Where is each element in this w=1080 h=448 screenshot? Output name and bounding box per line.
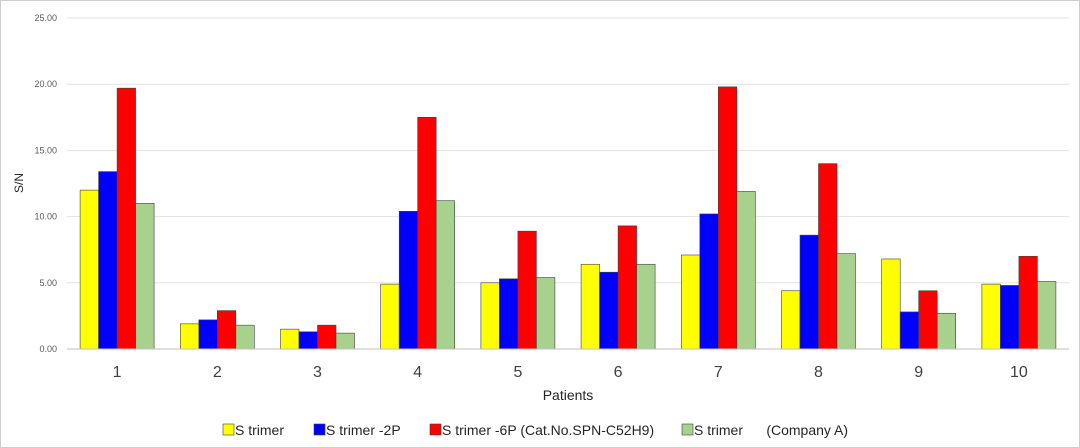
y-tick-label: 15.00 <box>34 145 57 155</box>
bar-4-4 <box>435 200 456 350</box>
x-axis-ticks: 1 2 3 4 5 6 7 8 9 10 <box>113 364 1028 381</box>
bar-1-9 <box>881 258 901 350</box>
bar-2-9 <box>899 311 920 350</box>
y-axis-ticks: 0.00 5.00 10.00 15.00 20.00 25.00 <box>34 13 57 354</box>
legend-swatch-2 <box>313 423 326 436</box>
gridlines <box>67 17 1069 284</box>
legend: S trimer S trimer -2P S trimer -6P (Cat.No… <box>222 422 848 438</box>
bar-2-1 <box>98 171 118 350</box>
x-tick-label: 6 <box>614 364 623 381</box>
x-tick-label: 4 <box>413 364 422 381</box>
bar-3-4 <box>417 117 437 350</box>
y-tick-label: 20.00 <box>34 79 57 89</box>
bar-1-7 <box>680 254 701 350</box>
x-axis-title: Patients <box>543 387 594 403</box>
y-axis-title: S/N <box>12 173 26 193</box>
bar-1-4 <box>380 283 400 350</box>
legend-label-2: S trimer -2P <box>326 422 401 438</box>
bar-2-4 <box>398 211 419 350</box>
bar-4-9 <box>936 312 957 350</box>
bar-1-10 <box>981 283 1001 350</box>
bar-3-5 <box>517 230 537 350</box>
bar-3-9 <box>918 290 938 350</box>
legend-swatch-1 <box>222 423 235 436</box>
y-tick-label: 0.00 <box>39 344 57 354</box>
x-tick-label: 2 <box>213 364 222 381</box>
y-tick-label: 10.00 <box>34 212 57 222</box>
bar-2-3 <box>298 331 318 350</box>
bar-4-6 <box>636 263 656 350</box>
bars <box>79 86 1057 350</box>
bar-2-8 <box>799 234 819 350</box>
bar-4-8 <box>836 253 856 350</box>
bar-2-10 <box>1000 285 1020 350</box>
y-tick-label: 5.00 <box>39 278 57 288</box>
x-tick-label: 3 <box>313 364 322 381</box>
bar-3-3 <box>317 324 337 350</box>
bar-1-6 <box>580 263 600 350</box>
bar-1-1 <box>79 189 99 350</box>
bar-4-7 <box>736 191 756 350</box>
bar-4-3 <box>335 332 355 350</box>
bar-3-8 <box>818 163 838 350</box>
bar-4-10 <box>1037 281 1057 350</box>
x-tick-label: 1 <box>113 364 122 381</box>
bar-1-8 <box>781 290 801 350</box>
legend-label-3: S trimer -6P (Cat.No.SPN-C52H9) <box>442 422 654 438</box>
bar-2-2 <box>198 319 218 350</box>
bar-1-2 <box>180 323 200 350</box>
legend-label-4: S trimer (Company A) <box>694 422 848 438</box>
x-tick-label: 8 <box>814 364 823 381</box>
legend-swatch-4 <box>681 423 694 436</box>
bar-1-5 <box>480 282 500 350</box>
x-tick-label: 10 <box>1010 364 1028 381</box>
bar-3-7 <box>717 86 738 350</box>
x-tick-label: 5 <box>513 364 522 381</box>
bar-4-5 <box>536 277 556 350</box>
bar-2-7 <box>699 213 719 350</box>
bar-3-10 <box>1018 256 1038 350</box>
x-tick-label: 9 <box>914 364 923 381</box>
legend-swatch-3 <box>429 423 442 436</box>
bar-4-1 <box>135 203 155 350</box>
y-tick-label: 25.00 <box>34 13 57 23</box>
bar-4-2 <box>235 324 255 350</box>
bar-2-6 <box>599 271 619 350</box>
bar-3-2 <box>217 310 237 350</box>
bar-1-3 <box>280 328 300 350</box>
bar-3-6 <box>617 225 637 350</box>
legend-label-1: S trimer <box>235 422 284 438</box>
bar-2-5 <box>499 278 519 350</box>
bar-3-1 <box>116 87 136 350</box>
x-tick-label: 7 <box>714 364 723 381</box>
